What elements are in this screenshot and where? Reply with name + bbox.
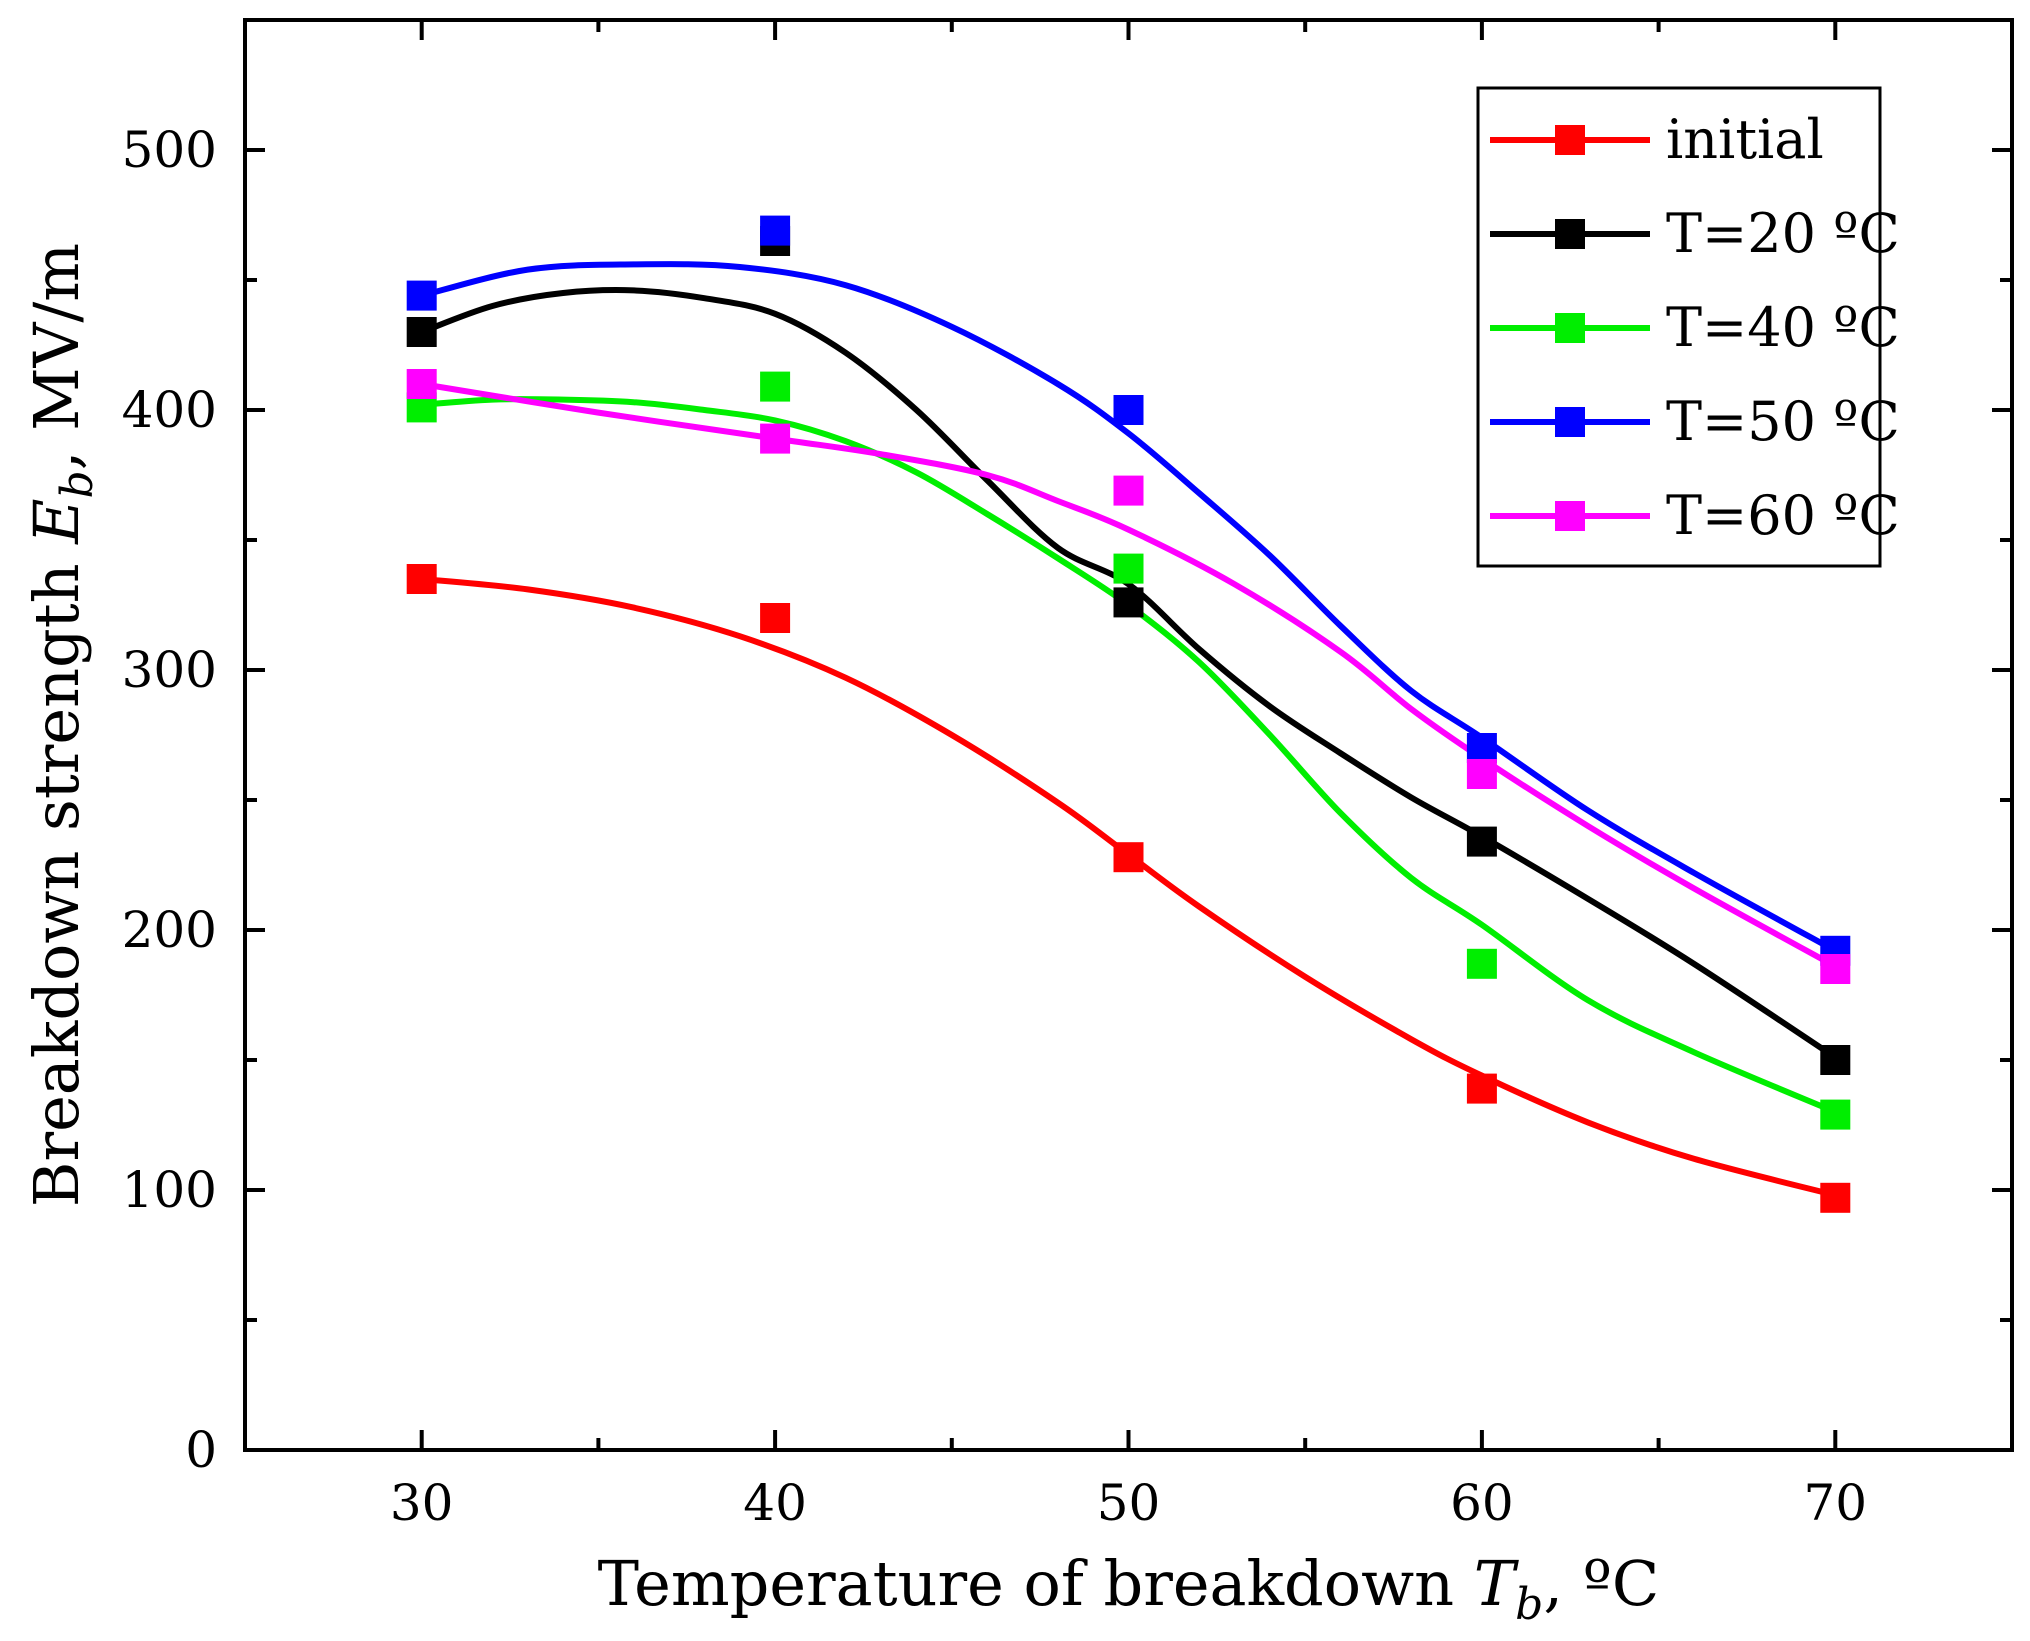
data-point-series-1: [406, 317, 437, 347]
x-axis-title-symbol: T: [1474, 1547, 1520, 1620]
fit-curve-series-1: [418, 287, 1839, 1061]
tick-labels: 30 40 50 60 70 0 100 200 300 400 500: [122, 121, 1868, 1532]
y-tick-label: 300: [122, 641, 217, 699]
data-point-series-0: [1466, 1073, 1497, 1104]
x-tick-label: 60: [1450, 1474, 1514, 1532]
legend-label-series-3: T=50 ºC: [1666, 390, 1900, 453]
data-point-series-4: [1820, 954, 1851, 984]
legend-marker-series-4: [1555, 501, 1585, 531]
data-point-series-3: [406, 280, 437, 311]
fit-curve-series-4: [418, 381, 1839, 970]
x-tick-label: 50: [1097, 1474, 1161, 1532]
data-point-series-3: [760, 215, 791, 246]
data-point-series-2: [1466, 948, 1497, 979]
fit-curve-series-0: [418, 576, 1839, 1199]
y-tick-label: 100: [122, 1161, 217, 1219]
data-point-series-3: [1113, 395, 1144, 425]
legend-marker-series-3: [1555, 407, 1585, 437]
y-axis-title-unit: , MV/m: [20, 243, 93, 470]
y-tick-label: 200: [122, 901, 217, 959]
data-point-series-0: [1113, 842, 1144, 873]
data-point-series-0: [406, 564, 437, 594]
y-tick-label: 500: [122, 121, 217, 179]
fit-curve-series-3: [418, 261, 1839, 954]
data-point-series-1: [1820, 1045, 1851, 1075]
data-point-series-0: [760, 603, 791, 633]
y-axis-title-sub: b: [52, 470, 103, 498]
legend: initial T=20 ºC T=40 ºC T=50 ºC T=60 ºC: [1476, 86, 1900, 568]
data-point-series-2: [1113, 553, 1144, 584]
y-tick-label: 400: [122, 381, 217, 439]
data-point-series-3: [1466, 733, 1497, 763]
legend-marker-series-0: [1555, 125, 1585, 155]
y-axis-title-main: Breakdown strength: [20, 544, 93, 1207]
x-axis-title-main: Temperature of breakdown: [598, 1547, 1474, 1620]
legend-label-series-4: T=60 ºC: [1666, 484, 1900, 547]
legend-label-series-0: initial: [1666, 108, 1824, 171]
legend-label-series-2: T=40 ºC: [1666, 296, 1900, 359]
fit-curves: [418, 261, 1839, 1199]
y-tick-label: 0: [185, 1421, 217, 1479]
x-axis-title-sub: b: [1515, 1579, 1543, 1630]
x-tick-label: 40: [743, 1474, 807, 1532]
data-point-series-2: [760, 371, 791, 402]
x-axis-title-unit: , ºC: [1543, 1547, 1659, 1620]
data-point-series-1: [1113, 587, 1144, 618]
legend-marker-series-1: [1555, 219, 1585, 249]
data-point-series-4: [1466, 759, 1497, 789]
axis-ticks: [245, 20, 2012, 1452]
data-point-series-1: [1466, 826, 1497, 857]
data-markers: [406, 215, 1851, 1213]
data-point-series-0: [1820, 1182, 1851, 1213]
data-point-series-4: [1113, 475, 1144, 506]
legend-label-series-1: T=20 ºC: [1666, 202, 1900, 265]
x-tick-label: 30: [390, 1474, 454, 1532]
y-axis-title-symbol: E: [20, 498, 93, 544]
data-point-series-4: [406, 369, 437, 399]
data-point-series-4: [760, 423, 791, 454]
data-point-series-2: [1820, 1099, 1851, 1130]
fit-curve-series-2: [418, 396, 1839, 1115]
x-axis-title: Temperature of breakdown Tb, ºC: [598, 1547, 1660, 1630]
legend-marker-series-2: [1555, 313, 1585, 343]
x-tick-label: 70: [1803, 1474, 1867, 1532]
y-axis-title: Breakdown strength Eb, MV/m: [20, 243, 103, 1207]
